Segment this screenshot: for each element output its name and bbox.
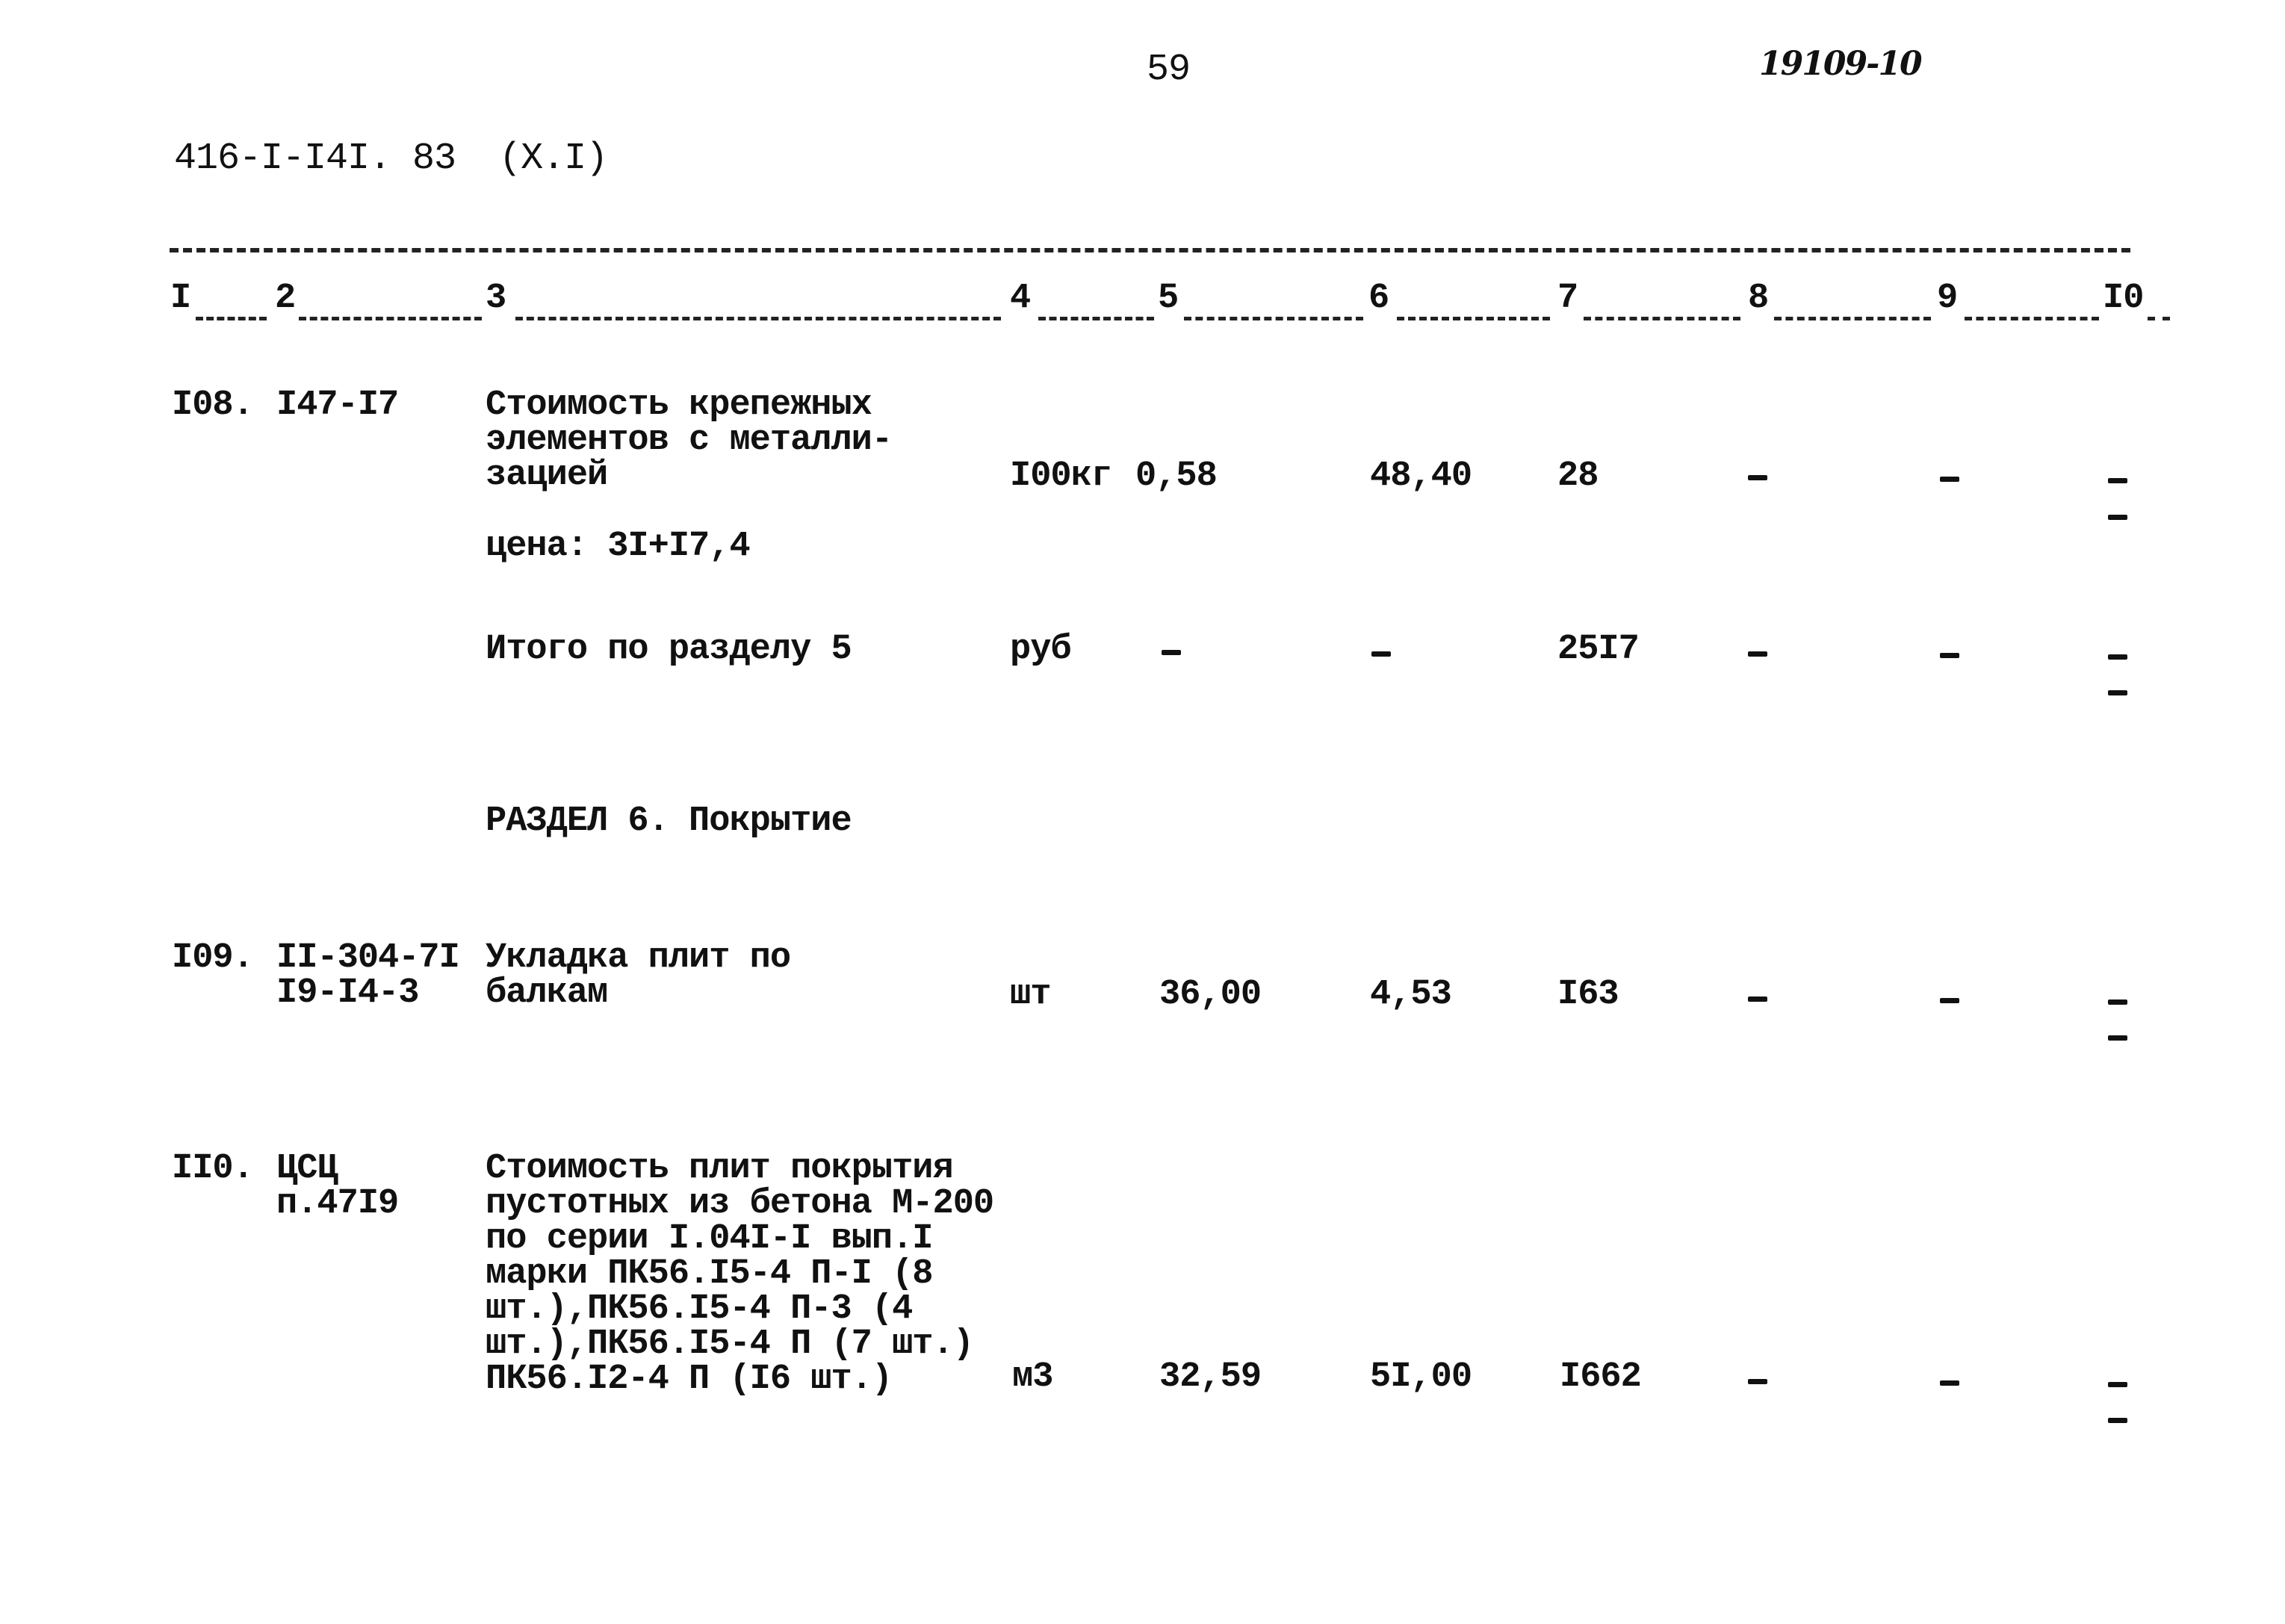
row-price: 5I,00 xyxy=(1370,1357,1472,1397)
price-dash xyxy=(1371,651,1391,657)
row-number: II0. xyxy=(172,1149,254,1188)
total-unit: руб xyxy=(1010,630,1072,669)
code-line: ЦСЦ xyxy=(276,1149,338,1188)
col-header-8: 8 xyxy=(1748,279,1769,318)
row-total: 28 xyxy=(1557,456,1599,496)
description-line: Стоимость крепежных xyxy=(486,385,872,425)
header-dash xyxy=(196,317,267,320)
section-heading: РАЗДЕЛ 6. Покрытие xyxy=(486,802,852,841)
col10-dash xyxy=(2108,654,2127,660)
col-header-9: 9 xyxy=(1937,279,1958,318)
document-code: 416-I-I4I. 83 (X.I) xyxy=(174,137,608,180)
description-line: ПК56.I2-4 П (I6 шт.) xyxy=(486,1360,893,1399)
row-quantity: 36,00 xyxy=(1159,975,1262,1014)
header-dash xyxy=(1584,317,1740,320)
col10-dash xyxy=(2108,1382,2127,1387)
col-header-2: 2 xyxy=(275,279,296,318)
header-dash xyxy=(1774,317,1931,320)
col10-dash xyxy=(2108,515,2127,520)
description-line: Стоимость плит покрытия xyxy=(486,1149,954,1188)
col8-dash xyxy=(1748,651,1767,657)
row-number: I08. xyxy=(172,385,254,425)
col9-dash xyxy=(1940,998,1959,1003)
code-line: п.47I9 xyxy=(276,1184,399,1224)
col10-dash xyxy=(2108,1035,2127,1041)
row-number: I09. xyxy=(172,938,254,978)
row-price: 4,53 xyxy=(1370,975,1452,1014)
header-dash xyxy=(2148,317,2170,320)
description-line: зацией xyxy=(486,456,608,495)
col10-dash xyxy=(2108,478,2127,483)
total-sum: 25I7 xyxy=(1557,630,1640,669)
row-quantity: 32,59 xyxy=(1159,1357,1262,1397)
col-header-1: I xyxy=(170,279,191,318)
col9-dash xyxy=(1940,653,1959,658)
description-line: пустотных из бетона М-200 xyxy=(486,1184,994,1224)
col-header-6: 6 xyxy=(1368,279,1389,318)
row-total: I63 xyxy=(1557,975,1619,1014)
total-label: Итого по разделу 5 xyxy=(486,630,852,669)
row-unit: м3 xyxy=(1012,1357,1053,1397)
row-code: I47-I7 xyxy=(276,385,399,425)
col10-dash xyxy=(2108,690,2127,695)
description-line: марки ПК56.I5-4 П-I (8 xyxy=(486,1254,934,1294)
header-dash xyxy=(1038,317,1154,320)
page-number: 59 xyxy=(1147,49,1191,91)
row-quantity: 0,58 xyxy=(1135,456,1218,496)
col-header-7: 7 xyxy=(1557,279,1578,318)
row-price: 48,40 xyxy=(1370,456,1472,496)
row-code: II-304-7I I9-I4-3 xyxy=(276,938,460,1013)
description-line: балкам xyxy=(486,973,608,1013)
row-description: Укладка плит по балкам xyxy=(486,938,791,1013)
handwritten-reference: 19109-10 xyxy=(1759,45,1923,83)
col8-dash xyxy=(1748,475,1767,480)
col9-dash xyxy=(1940,1380,1959,1386)
header-dash xyxy=(1184,317,1363,320)
description-line: по серии I.04I-I вып.I xyxy=(486,1219,934,1259)
col-header-10: I0 xyxy=(2103,279,2144,318)
row-unit: I00кг xyxy=(1010,456,1112,496)
col9-dash xyxy=(1940,477,1959,482)
header-dash xyxy=(1397,317,1550,320)
row-total: I662 xyxy=(1560,1357,1642,1397)
top-dashed-rule xyxy=(170,248,2130,252)
col10-dash xyxy=(2108,999,2127,1005)
header-dash xyxy=(515,317,1001,320)
price-note: цена: 3I+I7,4 xyxy=(486,527,751,566)
row-code: ЦСЦ п.47I9 xyxy=(276,1149,399,1224)
code-line: II-304-7I xyxy=(276,938,460,978)
col8-dash xyxy=(1748,1379,1767,1384)
header-dash xyxy=(299,317,482,320)
row-description: Стоимость плит покрытия пустотных из бет… xyxy=(486,1149,994,1399)
col-header-3: 3 xyxy=(486,279,506,318)
description-line: элементов с металли- xyxy=(486,421,893,460)
description-line: шт.),ПК56.I5-4 П-3 (4 xyxy=(486,1289,913,1329)
col10-dash xyxy=(2108,1418,2127,1423)
qty-dash xyxy=(1162,650,1181,655)
description-line: шт.),ПК56.I5-4 П (7 шт.) xyxy=(486,1324,974,1364)
row-description: Стоимость крепежных элементов с металли-… xyxy=(486,385,893,495)
code-line: I9-I4-3 xyxy=(276,973,419,1013)
col-header-4: 4 xyxy=(1010,279,1031,318)
row-unit: шт xyxy=(1010,975,1051,1014)
col-header-5: 5 xyxy=(1158,279,1179,318)
description-line: Укладка плит по xyxy=(486,938,791,978)
col8-dash xyxy=(1748,997,1767,1002)
header-dash xyxy=(1965,317,2099,320)
